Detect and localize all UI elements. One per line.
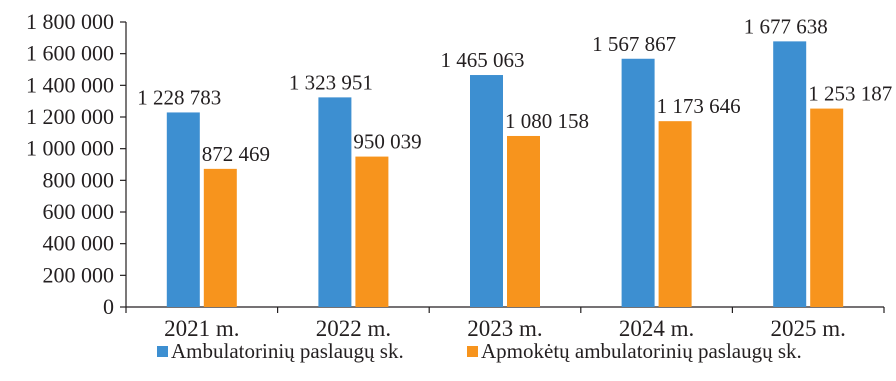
legend-swatch <box>157 346 168 357</box>
y-tick-label: 1 000 000 <box>26 136 114 161</box>
y-tick-label: 600 000 <box>43 199 115 224</box>
data-label: 1 080 158 <box>505 109 589 133</box>
x-axis: 2021 m. 2022 m. 2023 m. 2024 m. 2025 m. <box>125 306 885 341</box>
bar-ambulatory-4 <box>773 41 807 307</box>
y-tick-label: 800 000 <box>43 167 115 192</box>
y-axis: 0 200 000 400 000 600 000 800 000 1 000 000 1 … <box>26 9 127 319</box>
legend-swatch <box>467 346 478 357</box>
data-labels: 1 228 783 872 469 1 323 951 950 039 1 465 06… <box>137 14 892 165</box>
y-tick-label: 1 400 000 <box>26 72 114 97</box>
x-tick-label: 2024 m. <box>619 316 694 341</box>
y-tick-label: 200 000 <box>43 262 115 287</box>
bar-paid-4 <box>810 108 844 307</box>
legend-label: Ambulatorinių paslaugų sk. <box>171 339 404 363</box>
bar-ambulatory-0 <box>166 112 200 307</box>
legend-label: Apmokėtų ambulatorinių paslaugų sk. <box>481 339 802 363</box>
y-tick-label: 1 600 000 <box>26 41 114 66</box>
data-label: 1 567 867 <box>592 32 676 56</box>
bar-paid-2 <box>507 135 540 307</box>
bar-paid-3 <box>658 121 692 307</box>
x-tick-label: 2022 m. <box>316 316 391 341</box>
data-label: 950 039 <box>353 130 421 154</box>
y-tick-label: 1 800 000 <box>26 9 114 34</box>
bar-ambulatory-1 <box>318 97 352 308</box>
data-label: 1 323 951 <box>289 70 373 94</box>
data-label: 1 465 063 <box>441 48 525 72</box>
data-label: 1 677 638 <box>744 14 828 38</box>
y-tick-label: 400 000 <box>43 231 115 256</box>
x-tick-label: 2021 m. <box>164 316 239 341</box>
bar-paid-0 <box>203 168 237 307</box>
bars <box>166 41 844 308</box>
data-label: 1 228 783 <box>137 85 221 109</box>
data-label: 1 173 646 <box>657 94 741 118</box>
x-tick-label: 2023 m. <box>467 316 542 341</box>
y-tick-label: 0 <box>103 294 114 319</box>
bar-ambulatory-2 <box>470 75 503 307</box>
y-tick-label: 1 200 000 <box>26 104 114 129</box>
x-tick-label: 2025 m. <box>771 316 846 341</box>
bar-paid-1 <box>355 156 389 307</box>
legend: Ambulatorinių paslaugų sk. Apmokėtų ambul… <box>157 339 802 363</box>
data-label: 1 253 187 <box>808 82 892 106</box>
bar-ambulatory-3 <box>621 58 655 307</box>
data-label: 872 469 <box>202 142 270 166</box>
